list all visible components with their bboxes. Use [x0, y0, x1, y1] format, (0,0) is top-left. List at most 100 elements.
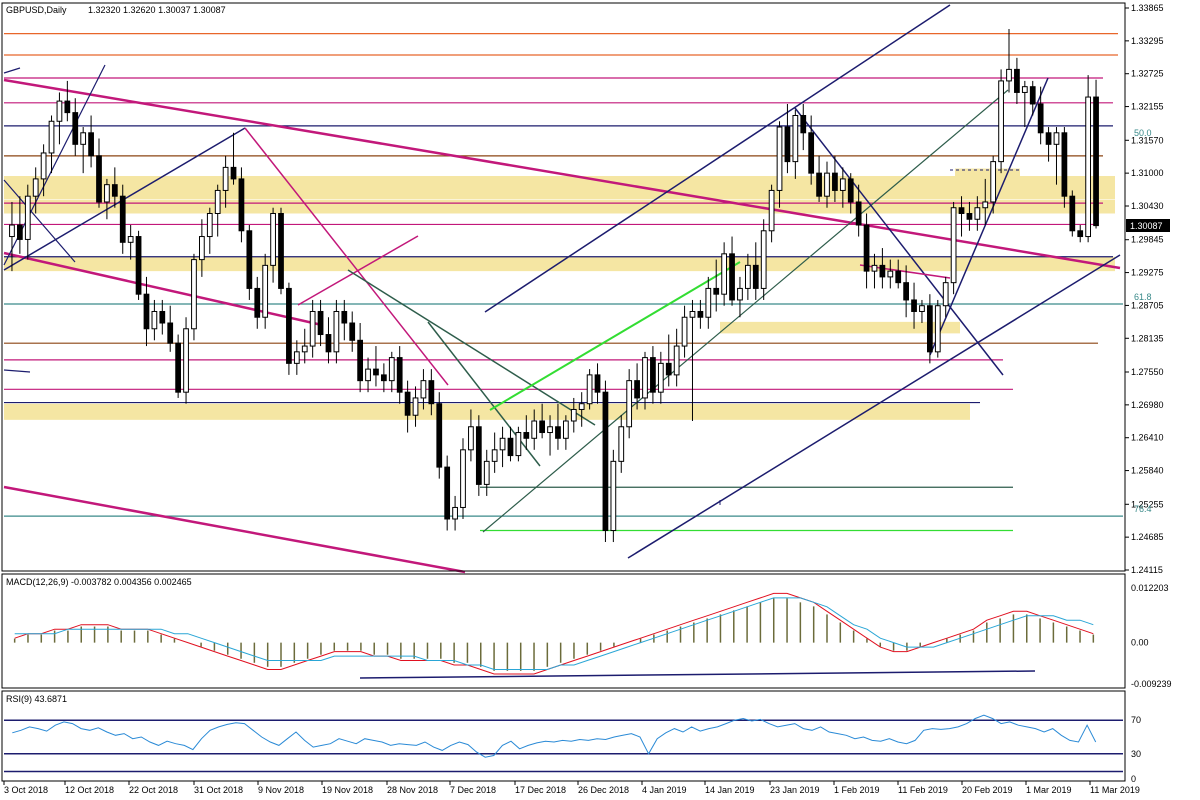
candle[interactable] — [784, 103, 791, 174]
candle[interactable] — [198, 219, 205, 277]
trend-line[interactable] — [489, 261, 741, 411]
candle[interactable] — [808, 115, 815, 185]
candle[interactable] — [863, 213, 870, 289]
candle[interactable] — [562, 415, 569, 450]
candle[interactable] — [1077, 225, 1084, 243]
candle[interactable] — [16, 196, 23, 254]
candle[interactable] — [578, 392, 585, 427]
candle[interactable] — [444, 455, 451, 531]
trend-line[interactable] — [627, 254, 1121, 559]
candle[interactable] — [919, 299, 925, 324]
candle[interactable] — [143, 276, 150, 347]
candle[interactable] — [254, 276, 261, 329]
rsi-pane[interactable] — [4, 714, 1123, 773]
candle[interactable] — [483, 449, 490, 496]
candle[interactable] — [238, 167, 245, 243]
candle[interactable] — [1037, 86, 1044, 145]
trend-line[interactable] — [929, 77, 1049, 356]
candle[interactable] — [104, 178, 110, 220]
price-pane[interactable] — [3, 4, 1123, 679]
candle[interactable] — [388, 351, 395, 393]
candle[interactable] — [1093, 79, 1099, 229]
candle[interactable] — [768, 184, 775, 243]
candle[interactable] — [119, 184, 126, 254]
candle[interactable] — [278, 207, 284, 295]
candle[interactable] — [903, 265, 910, 318]
candle[interactable] — [911, 282, 917, 329]
candle[interactable] — [286, 282, 292, 375]
candle[interactable] — [491, 432, 498, 473]
candle[interactable] — [404, 380, 411, 433]
candle[interactable] — [460, 438, 466, 519]
candle[interactable] — [515, 426, 522, 462]
candle[interactable] — [650, 346, 656, 404]
candle[interactable] — [64, 80, 71, 122]
candle[interactable] — [499, 426, 506, 468]
candle[interactable] — [744, 253, 751, 300]
candle[interactable] — [958, 196, 965, 237]
trend-line[interactable] — [3, 369, 31, 373]
trend-line[interactable] — [482, 89, 1009, 533]
candle[interactable] — [88, 115, 94, 168]
trend-line[interactable] — [484, 4, 951, 313]
candle[interactable] — [665, 334, 672, 387]
candle[interactable] — [570, 397, 577, 433]
candle[interactable] — [990, 155, 997, 214]
candle[interactable] — [752, 242, 759, 300]
candle[interactable] — [56, 92, 63, 145]
candle[interactable] — [618, 415, 625, 473]
candle[interactable] — [760, 219, 767, 300]
candle[interactable] — [966, 201, 973, 231]
candle[interactable] — [230, 132, 237, 185]
candle[interactable] — [855, 184, 862, 237]
candle[interactable] — [1014, 57, 1020, 104]
candle[interactable] — [1021, 80, 1028, 128]
candle[interactable] — [1045, 127, 1052, 162]
candle[interactable] — [309, 299, 316, 358]
candle[interactable] — [507, 426, 514, 462]
candle[interactable] — [301, 328, 308, 364]
candle[interactable] — [982, 178, 989, 226]
candle[interactable] — [333, 299, 340, 364]
candle[interactable] — [475, 415, 482, 496]
candle[interactable] — [1085, 75, 1092, 243]
candle[interactable] — [96, 138, 102, 208]
candle[interactable] — [721, 242, 728, 306]
candle[interactable] — [468, 409, 474, 462]
trend-line[interactable] — [794, 107, 1004, 376]
candle[interactable] — [325, 317, 332, 364]
candle[interactable] — [317, 299, 324, 347]
candle[interactable] — [167, 305, 174, 352]
trend-line[interactable] — [3, 485, 466, 574]
candle[interactable] — [689, 299, 696, 421]
candle[interactable] — [626, 369, 633, 439]
candle[interactable] — [1069, 190, 1076, 237]
candle[interactable] — [673, 328, 680, 387]
candle[interactable] — [151, 299, 158, 341]
candle[interactable] — [657, 351, 664, 404]
candle[interactable] — [111, 167, 118, 208]
candle[interactable] — [839, 167, 846, 208]
macd-pane[interactable] — [13, 592, 1095, 675]
candle[interactable] — [191, 253, 197, 341]
candle[interactable] — [705, 276, 712, 329]
candle[interactable] — [594, 363, 601, 404]
candle[interactable] — [357, 323, 364, 393]
candle[interactable] — [879, 248, 886, 289]
candle[interactable] — [222, 155, 229, 208]
candle[interactable] — [214, 184, 221, 237]
candle[interactable] — [341, 299, 348, 341]
candle[interactable] — [792, 109, 799, 179]
candle[interactable] — [847, 173, 854, 214]
trend-line[interactable] — [427, 321, 541, 467]
candle[interactable] — [800, 103, 807, 151]
candle[interactable] — [610, 449, 617, 543]
candle[interactable] — [452, 495, 458, 531]
candle[interactable] — [159, 299, 166, 335]
candle[interactable] — [72, 98, 79, 156]
trend-line[interactable] — [297, 235, 419, 306]
candle[interactable] — [127, 225, 134, 260]
candle[interactable] — [737, 276, 743, 318]
candle[interactable] — [206, 207, 213, 254]
trend-line[interactable] — [3, 78, 1121, 270]
